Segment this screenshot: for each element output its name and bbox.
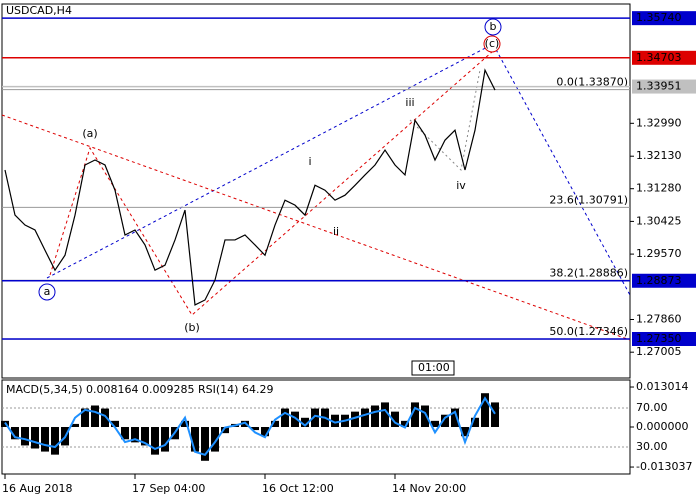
level-box	[632, 79, 696, 94]
wave-circle	[38, 283, 56, 301]
macd-bar	[381, 402, 389, 427]
macd-bar	[111, 420, 119, 427]
macd-bar	[211, 427, 219, 452]
macd-bar	[261, 427, 269, 437]
macd-bar	[371, 405, 379, 427]
macd-bar	[251, 427, 259, 431]
y-tick-label: 1.31280	[636, 182, 682, 195]
red-wave-line	[49, 51, 493, 316]
time-tag-box	[411, 360, 455, 376]
fib-label: 50.0(1.27346)	[549, 325, 628, 338]
macd-bar	[471, 417, 479, 427]
macd-bar	[451, 408, 459, 427]
level-box	[632, 331, 696, 346]
wave-label: a	[44, 285, 51, 298]
macd-bar	[411, 402, 419, 427]
level-label: 1.35740	[636, 11, 682, 24]
y-tick-label: -0.013037	[636, 460, 692, 473]
y2-tick-label: 70.00	[636, 401, 668, 414]
fib-label: 23.6(1.30791)	[549, 193, 628, 206]
level-label: 1.34703	[636, 51, 682, 64]
wave-circle	[483, 35, 501, 53]
macd-bar	[291, 411, 299, 427]
macd-bar	[51, 427, 59, 455]
main-pane	[1, 3, 631, 379]
macd-bar	[461, 427, 469, 437]
macd-bar	[151, 427, 159, 455]
macd-bar	[91, 405, 99, 427]
y-tick-label: 1.32130	[636, 149, 682, 162]
macd-bar	[281, 408, 289, 427]
wave-label: (b)	[184, 321, 200, 334]
x-tick-label: 17 Sep 04:00	[132, 482, 205, 495]
macd-bar	[421, 405, 429, 427]
macd-bar	[71, 423, 79, 427]
wave-label: iii	[405, 96, 414, 109]
macd-bar	[301, 417, 309, 427]
x-tick-label: 16 Aug 2018	[2, 482, 72, 495]
level-box	[632, 273, 696, 288]
wave-label: ii	[333, 225, 339, 238]
fib-label: 0.0(1.33870)	[556, 76, 628, 89]
chart-title: USDCAD,H4	[6, 4, 72, 17]
macd-bar	[271, 420, 279, 427]
macd-bar	[311, 408, 319, 427]
macd-bar	[41, 427, 49, 452]
macd-bar	[441, 414, 449, 427]
macd-bar	[201, 427, 209, 461]
wave-label: (a)	[82, 127, 97, 140]
macd-bar	[391, 411, 399, 427]
gray-wave-line	[409, 69, 481, 172]
macd-bar	[481, 393, 489, 427]
x-tick-label: 14 Nov 20:00	[392, 482, 466, 495]
macd-bar	[31, 427, 39, 449]
wave-label: b	[490, 20, 497, 33]
level-label: 1.27350	[636, 332, 682, 345]
y-tick-label: 1.30425	[636, 214, 682, 227]
wave-circle	[484, 18, 502, 36]
wave-label: i	[308, 155, 311, 168]
x-tick-label: 16 Oct 12:00	[262, 482, 334, 495]
level-label: 1.28873	[636, 274, 682, 287]
macd-bar	[181, 420, 189, 427]
rsi-line	[4, 396, 496, 456]
level-box	[632, 50, 696, 65]
macd-bar	[401, 420, 409, 427]
wave-label: (c)	[485, 37, 500, 50]
time-tag: 01:00	[418, 361, 450, 374]
fib-label: 38.2(1.28886)	[549, 266, 628, 279]
price-line	[4, 68, 496, 306]
macd-bar	[361, 408, 369, 427]
y-tick-label: 1.27860	[636, 312, 682, 325]
macd-bar	[11, 427, 19, 440]
y-tick-label: 1.32990	[636, 116, 682, 129]
macd-bar	[431, 420, 439, 427]
y2-tick-label: 30.00	[636, 440, 668, 453]
macd-bar	[101, 408, 109, 427]
macd-bar	[81, 408, 89, 427]
macd-bar	[131, 427, 139, 443]
macd-bar	[21, 427, 29, 446]
macd-bar	[491, 402, 499, 427]
macd-bar	[121, 427, 129, 440]
macd-bar	[351, 411, 359, 427]
indicator-title: MACD(5,34,5) 0.008164 0.009285 RSI(14) 6…	[6, 383, 273, 396]
layer: 1.32990 1.32130 1.31280 1.30425 1.29570 1.278…	[1, 11, 696, 495]
y-tick-label: 0.013014	[636, 380, 689, 393]
y-tick-label: 1.27005	[636, 345, 682, 358]
y-tick-label: 0.000000	[636, 420, 689, 433]
macd-bar	[141, 427, 149, 446]
macd-bar	[191, 427, 199, 452]
wave-label: iv	[456, 179, 466, 192]
y-tick-label: 1.29570	[636, 247, 682, 260]
macd-bar	[331, 414, 339, 427]
macd-bar	[221, 427, 229, 434]
macd-bar	[161, 427, 169, 452]
level-box	[632, 11, 696, 26]
level-label: 1.33951	[636, 80, 682, 93]
